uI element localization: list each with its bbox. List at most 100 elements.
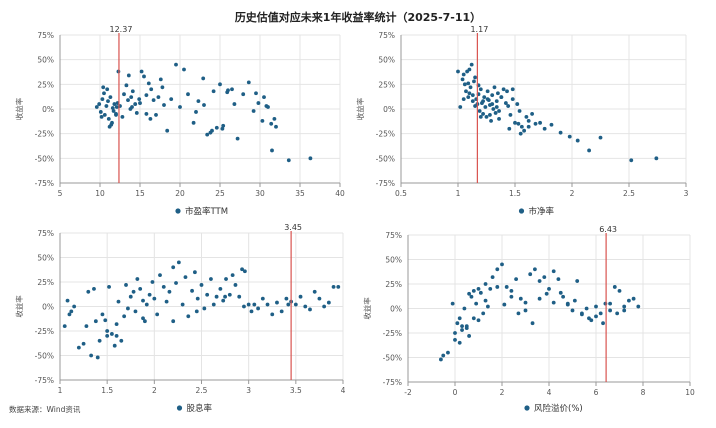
data-point bbox=[509, 294, 514, 299]
x-tick-label: 2 bbox=[152, 386, 157, 395]
data-point bbox=[178, 105, 182, 109]
data-point bbox=[654, 156, 659, 161]
data-point bbox=[109, 122, 114, 127]
data-point bbox=[510, 97, 515, 102]
data-point bbox=[286, 158, 291, 163]
data-point bbox=[67, 312, 72, 317]
data-point bbox=[587, 148, 591, 153]
x-tick-label: 20 bbox=[175, 189, 185, 198]
data-point bbox=[608, 301, 612, 306]
data-point bbox=[608, 308, 612, 313]
data-point bbox=[230, 273, 235, 278]
data-point bbox=[242, 304, 246, 309]
y-tick-label: 25% bbox=[378, 80, 395, 89]
data-point bbox=[269, 121, 274, 126]
data-point bbox=[502, 302, 507, 307]
data-point bbox=[506, 104, 511, 108]
data-point bbox=[270, 312, 275, 317]
x-tick-label: 10 bbox=[685, 388, 695, 397]
data-point bbox=[326, 300, 331, 305]
data-point bbox=[542, 275, 547, 280]
data-point bbox=[134, 111, 139, 115]
data-point bbox=[308, 307, 312, 312]
x-tick-label: 2 bbox=[570, 189, 575, 198]
data-point bbox=[488, 287, 493, 291]
data-point bbox=[468, 85, 473, 90]
data-point bbox=[500, 262, 504, 267]
data-point bbox=[99, 114, 104, 119]
data-point bbox=[141, 316, 145, 321]
data-point bbox=[519, 124, 524, 129]
x-tick-label: 2.5 bbox=[196, 386, 208, 395]
y-tick-label: 50% bbox=[37, 254, 54, 263]
data-point bbox=[101, 85, 106, 90]
scatter-panel-2: -75% -50% -25% 0% 25% 50% 75% 0.5 1 1.5 2 2.5 3 收益率 1.… bbox=[355, 25, 689, 217]
scatter-panel-3: -75% -50% -25% 0% 25% 50% 75% 1 1.5 2 2.5 3 3.5 4 收益率 3… bbox=[14, 223, 346, 414]
data-point bbox=[507, 126, 512, 131]
data-point bbox=[92, 286, 96, 291]
data-point bbox=[547, 287, 551, 291]
data-point bbox=[598, 135, 603, 140]
y-tick-label: 25% bbox=[385, 280, 402, 289]
data-point bbox=[336, 285, 341, 289]
data-point bbox=[102, 113, 107, 117]
data-point bbox=[260, 118, 265, 123]
data-point bbox=[120, 114, 125, 119]
data-point bbox=[473, 75, 477, 80]
data-point bbox=[530, 321, 535, 326]
data-point bbox=[190, 288, 194, 293]
data-point bbox=[192, 270, 197, 275]
data-point bbox=[116, 299, 121, 304]
y-tick-label: -25% bbox=[376, 130, 395, 139]
data-point bbox=[129, 95, 134, 100]
data-point bbox=[114, 322, 119, 327]
data-point bbox=[510, 87, 515, 92]
data-point bbox=[191, 120, 196, 125]
data-point bbox=[516, 311, 521, 316]
data-point bbox=[211, 89, 216, 94]
y-tick-label: 0% bbox=[42, 303, 54, 312]
data-point bbox=[530, 112, 534, 116]
data-point bbox=[138, 101, 142, 105]
data-point bbox=[537, 296, 542, 301]
data-point bbox=[580, 312, 584, 317]
data-point bbox=[251, 109, 256, 113]
data-point bbox=[615, 311, 620, 316]
data-point bbox=[472, 79, 476, 84]
data-point bbox=[456, 69, 460, 74]
data-point bbox=[139, 69, 144, 74]
y-tick-label: 0% bbox=[390, 305, 402, 314]
x-tick-label: 0.5 bbox=[395, 189, 407, 198]
data-point bbox=[235, 136, 240, 141]
data-point bbox=[155, 312, 160, 317]
data-point bbox=[148, 116, 153, 121]
data-point bbox=[544, 291, 549, 296]
data-point bbox=[97, 102, 102, 106]
data-point bbox=[523, 300, 528, 305]
data-point bbox=[180, 302, 185, 307]
data-point bbox=[183, 275, 188, 279]
data-point bbox=[453, 331, 457, 335]
y-tick-label: 75% bbox=[378, 31, 395, 40]
data-point bbox=[508, 113, 513, 117]
y-tick-label: 75% bbox=[37, 31, 54, 40]
data-point bbox=[133, 102, 138, 106]
data-point bbox=[489, 118, 493, 123]
data-point bbox=[103, 318, 108, 323]
data-point bbox=[485, 89, 490, 94]
data-point bbox=[195, 296, 200, 301]
data-point bbox=[522, 128, 527, 133]
legend-marker bbox=[524, 405, 530, 411]
data-point bbox=[128, 294, 133, 299]
data-point bbox=[152, 296, 157, 301]
data-point bbox=[65, 298, 70, 303]
x-tick-label: 6 bbox=[594, 388, 599, 397]
data-point bbox=[214, 294, 219, 299]
data-point bbox=[104, 104, 109, 108]
data-point bbox=[227, 292, 232, 297]
y-tick-label: -75% bbox=[376, 179, 395, 188]
y-tick-label: 50% bbox=[385, 256, 402, 265]
scatter-panel-4: -75% -50% -25% 0% 25% 50% 75% -2 0 2 4 6 8 10 收益率 6.43 风… bbox=[362, 225, 695, 414]
data-point bbox=[126, 306, 130, 311]
data-point bbox=[631, 296, 636, 301]
